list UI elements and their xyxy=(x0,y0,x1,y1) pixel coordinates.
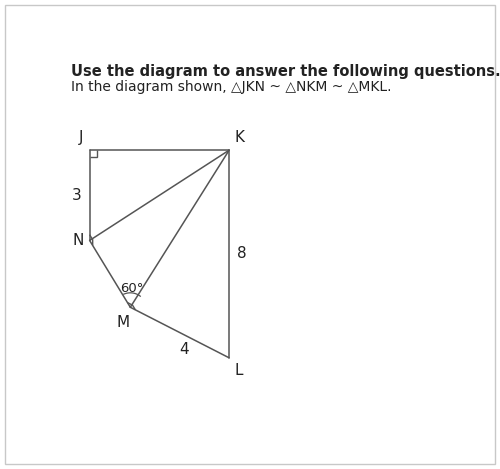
Text: 3: 3 xyxy=(72,188,81,203)
Text: M: M xyxy=(116,315,129,330)
Text: Use the diagram to answer the following questions.: Use the diagram to answer the following … xyxy=(71,64,500,79)
Text: K: K xyxy=(235,130,245,145)
Text: L: L xyxy=(235,363,244,378)
Text: 60°: 60° xyxy=(120,281,143,295)
Text: 4: 4 xyxy=(180,341,190,356)
Text: In the diagram shown, △JKN ~ △NKM ~ △MKL.: In the diagram shown, △JKN ~ △NKM ~ △MKL… xyxy=(71,81,392,94)
Text: 8: 8 xyxy=(237,246,246,261)
Text: J: J xyxy=(80,130,84,145)
Text: N: N xyxy=(72,233,84,248)
